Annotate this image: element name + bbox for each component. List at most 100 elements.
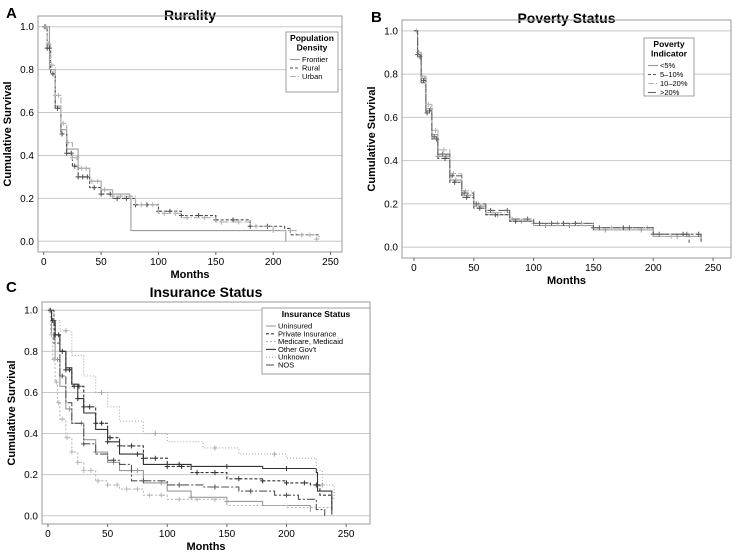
x-axis-label: Months <box>186 541 225 553</box>
legend-entry: Rural <box>302 64 320 73</box>
y-tick-label: 0.0 <box>384 243 398 254</box>
censor-mark <box>50 71 56 77</box>
censor-mark <box>504 207 510 213</box>
censor-mark <box>72 163 78 169</box>
censor-mark <box>668 233 674 239</box>
y-tick-label: 1.0 <box>20 22 34 33</box>
censor-mark <box>84 174 90 180</box>
censor-mark <box>161 210 167 216</box>
censor-mark <box>110 193 116 199</box>
censor-mark <box>46 45 52 51</box>
censor-mark <box>81 468 87 474</box>
censor-mark <box>284 492 290 498</box>
y-tick-label: 0.4 <box>384 156 398 167</box>
censor-mark <box>114 482 120 488</box>
x-tick-label: 150 <box>207 257 224 268</box>
y-tick-label: 0.2 <box>384 199 398 210</box>
legend-title: Indicator <box>651 49 688 59</box>
legend-box <box>285 31 339 93</box>
censor-mark <box>105 439 111 445</box>
y-tick-label: 0.4 <box>24 429 38 440</box>
censor-mark <box>60 120 66 126</box>
x-tick-label: 200 <box>645 263 662 274</box>
censor-mark <box>107 435 113 441</box>
censor-mark <box>626 225 632 231</box>
censor-mark <box>75 459 81 465</box>
censor-mark <box>88 468 94 474</box>
y-tick-label: 1.0 <box>384 26 398 37</box>
censor-mark <box>284 480 290 486</box>
censor-mark <box>461 190 467 196</box>
censor-mark <box>176 496 182 502</box>
legend-entry: NOS <box>278 361 294 370</box>
censor-mark <box>572 220 578 226</box>
censor-mark <box>75 174 81 180</box>
censor-mark <box>75 396 81 402</box>
censor-mark <box>212 470 218 476</box>
y-tick-label: 0.4 <box>20 151 34 162</box>
censor-mark <box>81 441 87 447</box>
censor-mark <box>248 488 254 494</box>
censor-mark <box>80 174 86 180</box>
censor-mark <box>56 400 62 406</box>
legend-entry: Medicare, Medicaid <box>278 337 343 346</box>
legend-entry: Uninsured <box>278 322 312 331</box>
censor-mark <box>473 201 479 207</box>
censor-mark <box>219 219 225 225</box>
x-axis-label: Months <box>547 275 586 287</box>
x-tick-label: 150 <box>219 529 236 540</box>
censor-mark <box>684 231 690 237</box>
censor-mark <box>307 232 313 238</box>
censor-mark <box>99 389 105 395</box>
censor-mark <box>134 486 140 492</box>
censor-mark <box>441 147 447 153</box>
y-tick-label: 0.6 <box>20 108 34 119</box>
censor-mark <box>53 379 59 385</box>
censor-mark <box>194 496 200 502</box>
censor-mark <box>173 210 179 216</box>
censor-mark <box>299 232 305 238</box>
censor-mark <box>56 92 62 98</box>
censor-mark <box>65 140 71 146</box>
censor-mark <box>118 193 124 199</box>
censor-mark <box>419 73 425 79</box>
censor-mark <box>55 105 61 111</box>
censor-mark <box>49 62 55 68</box>
x-tick-label: 250 <box>705 263 722 274</box>
censor-mark <box>319 482 325 488</box>
censor-mark <box>442 155 448 161</box>
chart-title: Insurance Status <box>150 284 263 300</box>
x-tick-label: 150 <box>585 263 602 274</box>
x-tick-label: 100 <box>150 257 167 268</box>
censor-mark <box>270 228 276 234</box>
censor-mark <box>134 451 140 457</box>
censor-mark <box>124 486 130 492</box>
x-tick-label: 0 <box>45 529 51 540</box>
series-line <box>47 309 326 516</box>
censor-mark <box>111 457 117 463</box>
series-line <box>43 26 287 242</box>
censor-mark <box>194 470 200 476</box>
x-tick-label: 100 <box>159 529 176 540</box>
panel-b: B Poverty Status 0.0 0.2 0.4 0.6 0.8 1.0 0 50 100 1… <box>366 9 732 287</box>
censor-mark <box>69 449 75 455</box>
censor-mark <box>59 373 65 379</box>
x-tick-label: 50 <box>96 257 108 268</box>
censor-mark <box>138 202 144 208</box>
series-line <box>43 26 318 240</box>
x-tick-label: 200 <box>265 257 282 268</box>
censor-mark <box>51 357 57 363</box>
legend-box <box>261 307 371 375</box>
x-tick-label: 100 <box>525 263 542 274</box>
legend-title: Insurance Status <box>282 309 351 319</box>
censor-mark <box>49 332 55 338</box>
censor-mark <box>146 492 152 498</box>
censor-mark <box>440 151 446 157</box>
legend-entry: 5–10% <box>660 70 684 79</box>
y-tick-label: 0.0 <box>20 237 34 248</box>
censor-mark <box>99 420 105 426</box>
panel-label: A <box>6 5 17 22</box>
censor-mark <box>95 178 101 184</box>
y-axis-label: Cumulative Survival <box>6 360 18 465</box>
